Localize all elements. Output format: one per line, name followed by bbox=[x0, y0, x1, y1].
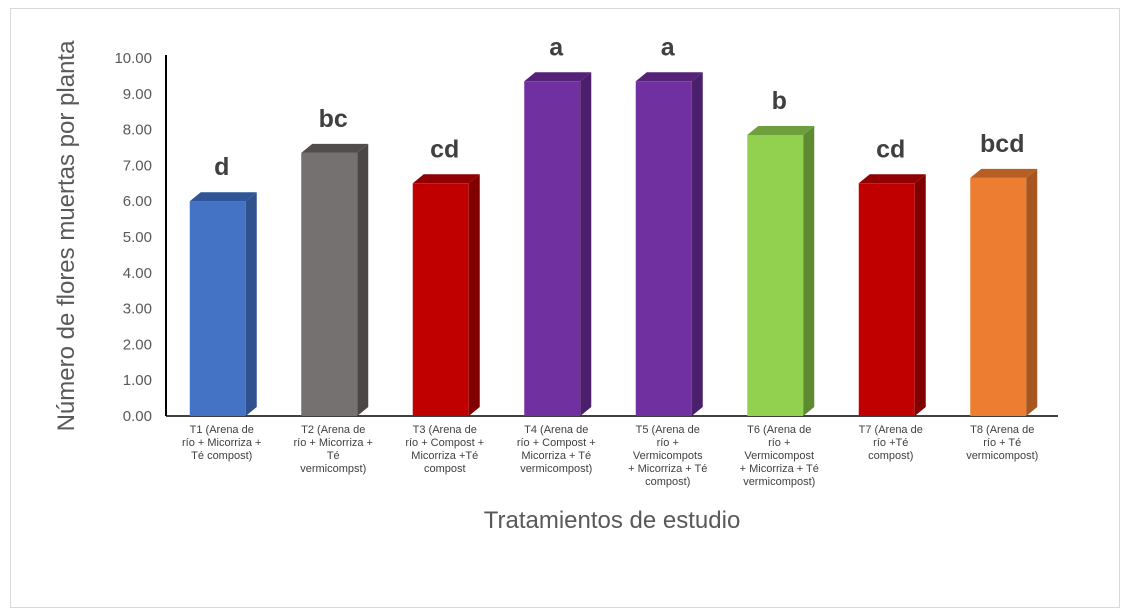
significance-letter: b bbox=[772, 87, 787, 115]
bar-top bbox=[189, 192, 257, 202]
bar-side bbox=[245, 192, 257, 416]
y-tick-label: 5.00 bbox=[123, 229, 152, 246]
x-tick-label: T4 (Arena de río + Compost + Micorriza + T… bbox=[517, 424, 596, 475]
x-axis-label: Tratamientos de estudio bbox=[484, 507, 741, 534]
y-tick-label: 9.00 bbox=[123, 86, 152, 103]
bar-front bbox=[412, 183, 469, 416]
x-tick-label: T2 (Arena de río + Micorriza + Té vermicomp… bbox=[294, 424, 373, 475]
bar bbox=[747, 125, 815, 416]
y-tick-label: 10.00 bbox=[114, 50, 152, 67]
bar-top bbox=[970, 168, 1038, 178]
bar-front bbox=[524, 81, 581, 417]
y-tick-label: 2.00 bbox=[123, 336, 152, 353]
y-tick-label: 1.00 bbox=[123, 372, 152, 389]
bar-top bbox=[301, 143, 369, 153]
x-tick-label: T3 (Arena de río + Compost + Micorriza +Té… bbox=[405, 424, 484, 475]
bar-front bbox=[301, 152, 358, 416]
bar-top bbox=[412, 174, 480, 184]
y-tick-label: 7.00 bbox=[123, 157, 152, 174]
bar-top bbox=[524, 72, 592, 82]
significance-letter: bc bbox=[319, 105, 348, 133]
bar-side bbox=[468, 174, 480, 416]
significance-letter: bcd bbox=[980, 130, 1024, 158]
bar bbox=[970, 168, 1038, 416]
significance-letter: cd bbox=[876, 135, 905, 163]
bar-side bbox=[803, 125, 815, 416]
significance-letter: cd bbox=[430, 135, 459, 163]
bar-front bbox=[747, 134, 804, 416]
bar-side bbox=[691, 72, 703, 417]
bar bbox=[301, 143, 369, 416]
bar bbox=[524, 72, 592, 417]
bar-front bbox=[635, 81, 692, 417]
bar-front bbox=[189, 201, 246, 416]
bar-side bbox=[914, 174, 926, 416]
y-tick-label: 3.00 bbox=[123, 301, 152, 318]
significance-letter: d bbox=[214, 153, 229, 181]
bar-top bbox=[635, 72, 703, 82]
y-tick-label: 8.00 bbox=[123, 122, 152, 139]
bar-side bbox=[1026, 168, 1038, 416]
x-tick-label: T1 (Arena de río + Micorriza + Té compost) bbox=[182, 424, 261, 462]
x-axis-categories: T1 (Arena de río + Micorriza + Té compost)… bbox=[182, 424, 1038, 488]
y-tick-label: 6.00 bbox=[123, 193, 152, 210]
bar-side bbox=[357, 143, 369, 416]
y-tick-label: 4.00 bbox=[123, 265, 152, 282]
significance-letter: a bbox=[549, 33, 564, 61]
bar-side bbox=[580, 72, 592, 417]
x-tick-label: T5 (Arena de río + Vermicompots + Micorriza… bbox=[628, 424, 707, 488]
y-axis-ticks: 0.00 1.00 2.00 3.00 4.00 5.00 6.00 7.00 8.00 9.00… bbox=[114, 50, 152, 425]
x-tick-label: T6 (Arena de río + Vermicompost + Micorriza… bbox=[740, 424, 819, 488]
bar-front bbox=[858, 183, 915, 416]
y-axis-label: Número de flores muertas por planta bbox=[53, 40, 80, 432]
bar-front bbox=[970, 177, 1027, 416]
bar bbox=[412, 174, 480, 416]
x-tick-label: T7 (Arena de río +Té compost) bbox=[859, 424, 923, 462]
bar bbox=[635, 72, 703, 417]
bar-top bbox=[858, 174, 926, 184]
bar bbox=[189, 192, 257, 416]
x-tick-label: T8 (Arena de río + Té vermicompost) bbox=[966, 424, 1038, 462]
y-tick-label: 0.00 bbox=[123, 408, 152, 425]
bar bbox=[858, 174, 926, 416]
significance-letter: a bbox=[661, 33, 676, 61]
bar-top bbox=[747, 125, 815, 135]
